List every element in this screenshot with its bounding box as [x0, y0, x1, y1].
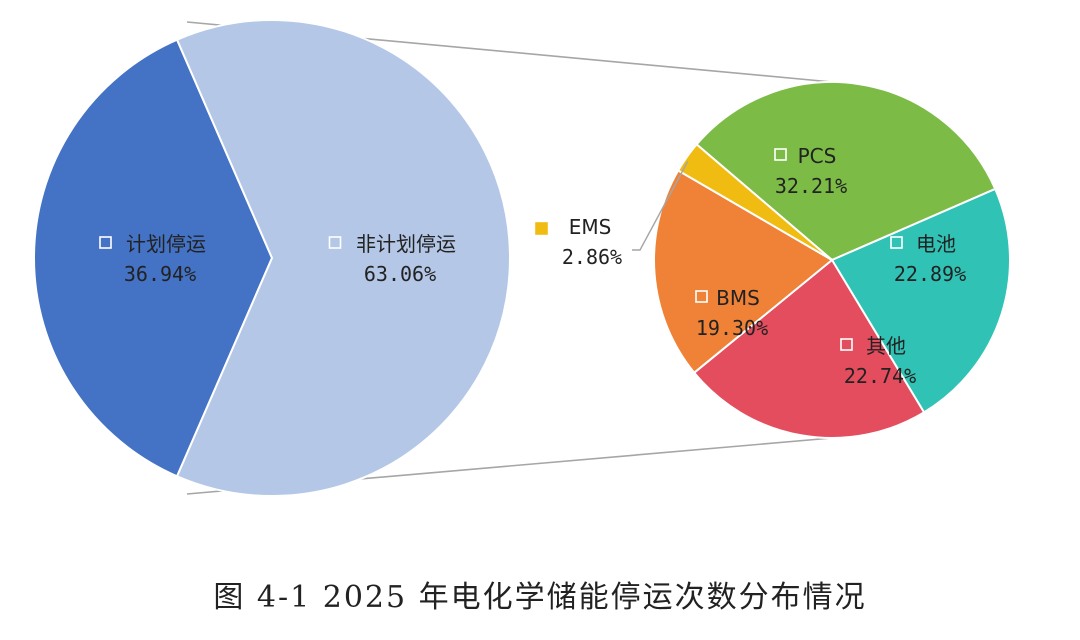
data-label-unplanned-outage: 非计划停运 63.06% — [328, 232, 456, 286]
label-value-other: 22.74% — [844, 364, 916, 388]
slice-pcs — [695, 81, 997, 262]
figure-caption: 图 4-1 2025 年电化学储能停运次数分布情况 — [213, 580, 867, 615]
label-value-ems: 2.86% — [562, 245, 622, 269]
slice-labels: 计划停运 36.94% 非计划停运 63.06% PCS 32.21% 电池 22.89% 其他… — [99, 144, 966, 388]
slice-battery — [830, 187, 1011, 414]
data-label-pcs: PCS 32.21% — [774, 144, 847, 198]
leader-line-ems — [632, 161, 689, 251]
label-category-ems: EMS — [569, 215, 612, 239]
label-category-battery: 电池 — [916, 232, 956, 256]
main-pie — [33, 19, 511, 497]
data-label-bms: BMS 19.30% — [695, 286, 768, 340]
slice-unplanned-outage — [175, 19, 511, 497]
legend-key-pcs — [774, 148, 787, 161]
legend-key-battery — [890, 236, 903, 249]
label-value-pcs: 32.21% — [775, 174, 847, 198]
label-category-other: 其他 — [866, 334, 906, 358]
label-value-unplanned-outage: 63.06% — [364, 262, 436, 286]
data-label-planned-outage: 计划停运 36.94% — [99, 232, 206, 286]
slice-bms — [653, 169, 834, 375]
legend-key-bms — [695, 290, 708, 303]
label-value-bms: 19.30% — [696, 316, 768, 340]
slice-other — [692, 258, 926, 439]
label-category-unplanned-outage: 非计划停运 — [356, 232, 456, 256]
legend-key-ems — [535, 222, 548, 235]
data-label-ems: EMS 2.86% — [535, 161, 689, 269]
label-category-pcs: PCS — [798, 144, 837, 168]
label-value-battery: 22.89% — [894, 262, 966, 286]
sub-pie — [653, 81, 1011, 439]
slice-planned-outage — [33, 38, 274, 478]
legend-key-planned-outage — [99, 236, 112, 249]
slice-ems — [676, 142, 833, 261]
label-value-planned-outage: 36.94% — [124, 262, 196, 286]
legend-key-unplanned-outage — [328, 236, 342, 249]
label-category-bms: BMS — [716, 286, 760, 310]
label-category-planned-outage: 计划停运 — [126, 232, 206, 256]
legend-key-other — [840, 338, 853, 351]
data-label-battery: 电池 22.89% — [890, 232, 966, 286]
data-label-other: 其他 22.74% — [840, 334, 916, 388]
